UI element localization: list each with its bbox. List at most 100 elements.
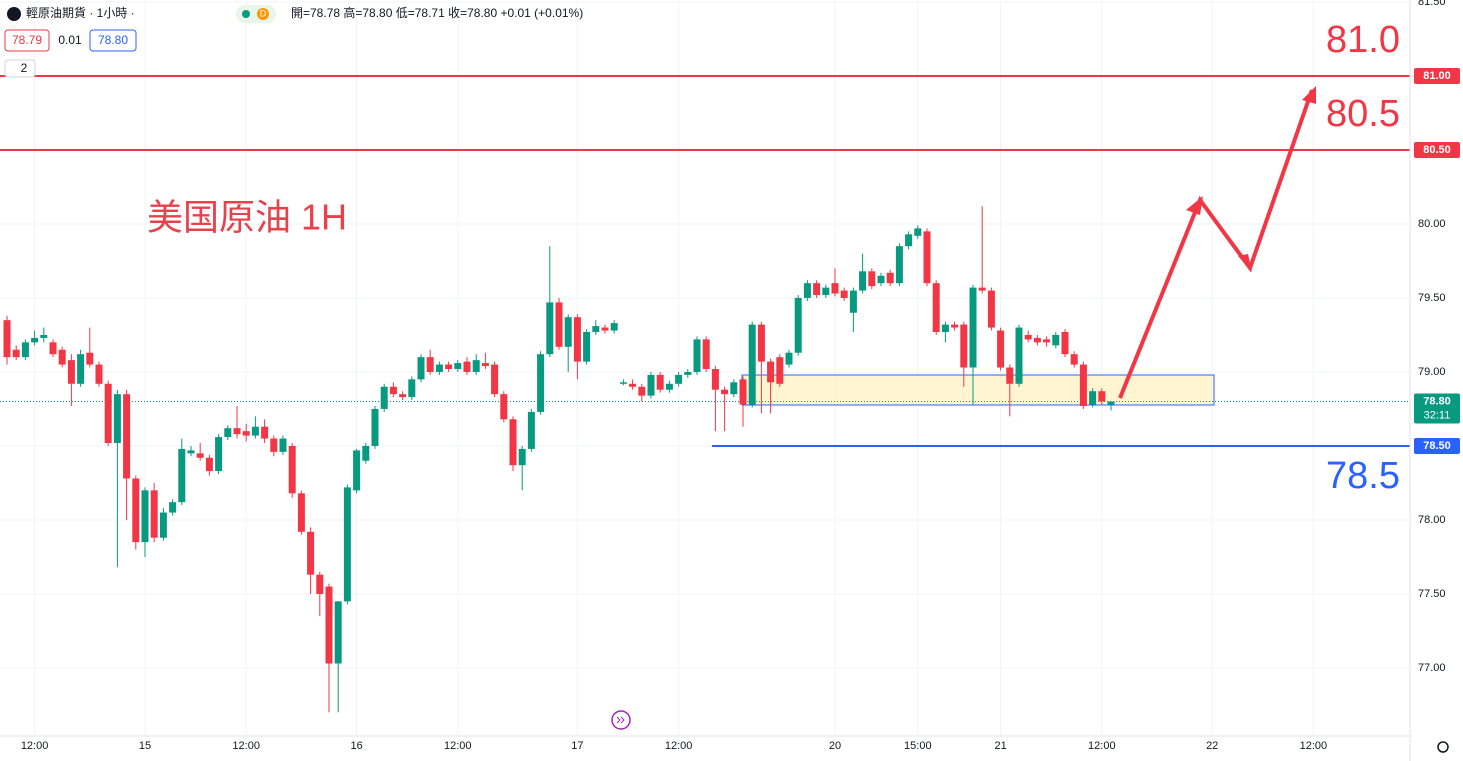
candle-body <box>785 352 793 365</box>
x-tick-label: 12:00 <box>232 740 260 752</box>
x-tick-label: 12:00 <box>21 740 49 752</box>
candle-body <box>711 369 719 390</box>
arrow-head <box>1302 86 1316 104</box>
candle-body <box>583 332 591 362</box>
events-icon[interactable] <box>611 710 631 730</box>
candle-body <box>1061 332 1069 355</box>
candle-body <box>12 349 20 358</box>
candle-body <box>987 290 995 328</box>
candle-body <box>435 364 443 372</box>
candle-body <box>877 275 885 284</box>
y-tick-label: 79.00 <box>1418 366 1446 378</box>
candle-body <box>113 394 121 443</box>
candle-body <box>757 324 765 362</box>
candle-body <box>546 302 554 355</box>
ask-box[interactable] <box>89 29 137 52</box>
x-tick-label: 15 <box>139 740 151 752</box>
candle-body <box>1089 391 1097 405</box>
candle-body <box>997 330 1005 368</box>
candle-body <box>619 382 627 384</box>
candle-body <box>463 361 471 372</box>
x-tick-label: 12:00 <box>665 740 693 752</box>
grid <box>0 1 1410 736</box>
candle-body <box>1043 339 1051 343</box>
candle-body <box>941 324 949 333</box>
candle-body <box>288 445 296 494</box>
candle-body <box>343 487 351 602</box>
candle-body <box>316 574 324 594</box>
ask[interactable]: 78.80 <box>98 33 128 47</box>
candle-body <box>739 379 747 405</box>
candle-body <box>748 324 756 405</box>
candle-body <box>491 364 499 395</box>
candle-body <box>1006 367 1014 384</box>
y-tick-label: 81.50 <box>1418 0 1446 8</box>
candle-body <box>702 339 710 369</box>
candle-body <box>325 586 333 664</box>
badge-bg <box>257 8 269 20</box>
y-tick-label: 78.00 <box>1418 514 1446 526</box>
candle-body <box>21 342 29 358</box>
candle-body <box>537 354 545 412</box>
candle-body <box>58 349 66 365</box>
x-tick-label: 12:00 <box>444 740 472 752</box>
price-badge-label: 78.50 <box>1423 440 1451 452</box>
candle-body <box>233 428 241 435</box>
chart-title: 美国原油 1H <box>147 197 347 238</box>
arrow-head <box>1186 196 1203 215</box>
levels <box>0 74 1410 447</box>
price-badge <box>1414 67 1460 84</box>
candle-body <box>215 437 223 472</box>
x-tick-label: 12:00 <box>1088 740 1116 752</box>
candle-body <box>251 426 259 436</box>
candle-body <box>978 287 986 291</box>
candle-body <box>224 428 232 438</box>
candle-body <box>334 601 342 664</box>
settings-icon[interactable] <box>1437 741 1449 753</box>
candle-body <box>813 283 821 296</box>
candle-body <box>242 431 250 436</box>
annotation: 80.5 <box>1326 93 1400 135</box>
candle-body <box>895 246 903 284</box>
candle-body <box>969 287 977 368</box>
candle-body <box>389 386 397 395</box>
candle-body <box>638 386 646 396</box>
candle-body <box>776 357 784 384</box>
candle-body <box>555 302 563 347</box>
status-dot <box>242 10 250 18</box>
candle-body <box>399 394 407 398</box>
candle-body <box>353 450 361 491</box>
layers-toggle[interactable] <box>4 59 36 78</box>
candle-body <box>159 512 167 538</box>
candle-body <box>610 323 618 331</box>
candle-body <box>454 363 462 369</box>
candle-body <box>1098 391 1106 402</box>
candle-body <box>472 360 480 372</box>
candle-body <box>49 342 57 355</box>
candle-body <box>371 408 379 446</box>
candle-body <box>1052 334 1060 346</box>
annotation: 78.5 <box>1326 455 1400 497</box>
candle-body <box>767 361 775 383</box>
candle-body <box>417 357 425 380</box>
bid[interactable]: 78.79 <box>12 33 42 47</box>
candle-body <box>150 490 158 538</box>
price-badge <box>1414 141 1460 158</box>
candle-body <box>426 357 434 372</box>
candle-body <box>380 386 388 409</box>
layers-count[interactable]: 2 <box>21 61 28 75</box>
y-tick-label: 77.00 <box>1418 662 1446 674</box>
candle-body <box>573 317 581 362</box>
candle-body <box>592 326 600 333</box>
bid-box[interactable] <box>4 29 50 52</box>
price-badge <box>1414 393 1460 424</box>
candle-body <box>196 453 204 458</box>
symbol-icon <box>7 7 21 21</box>
candle-body <box>132 478 140 543</box>
candle-body <box>840 290 848 298</box>
price-badge-label: 81.00 <box>1423 70 1451 82</box>
candle-body <box>564 317 572 347</box>
candle-body <box>1070 354 1078 365</box>
ohlc: 開=78.78 高=78.80 低=78.71 收=78.80 +0.01 (+… <box>291 5 583 20</box>
